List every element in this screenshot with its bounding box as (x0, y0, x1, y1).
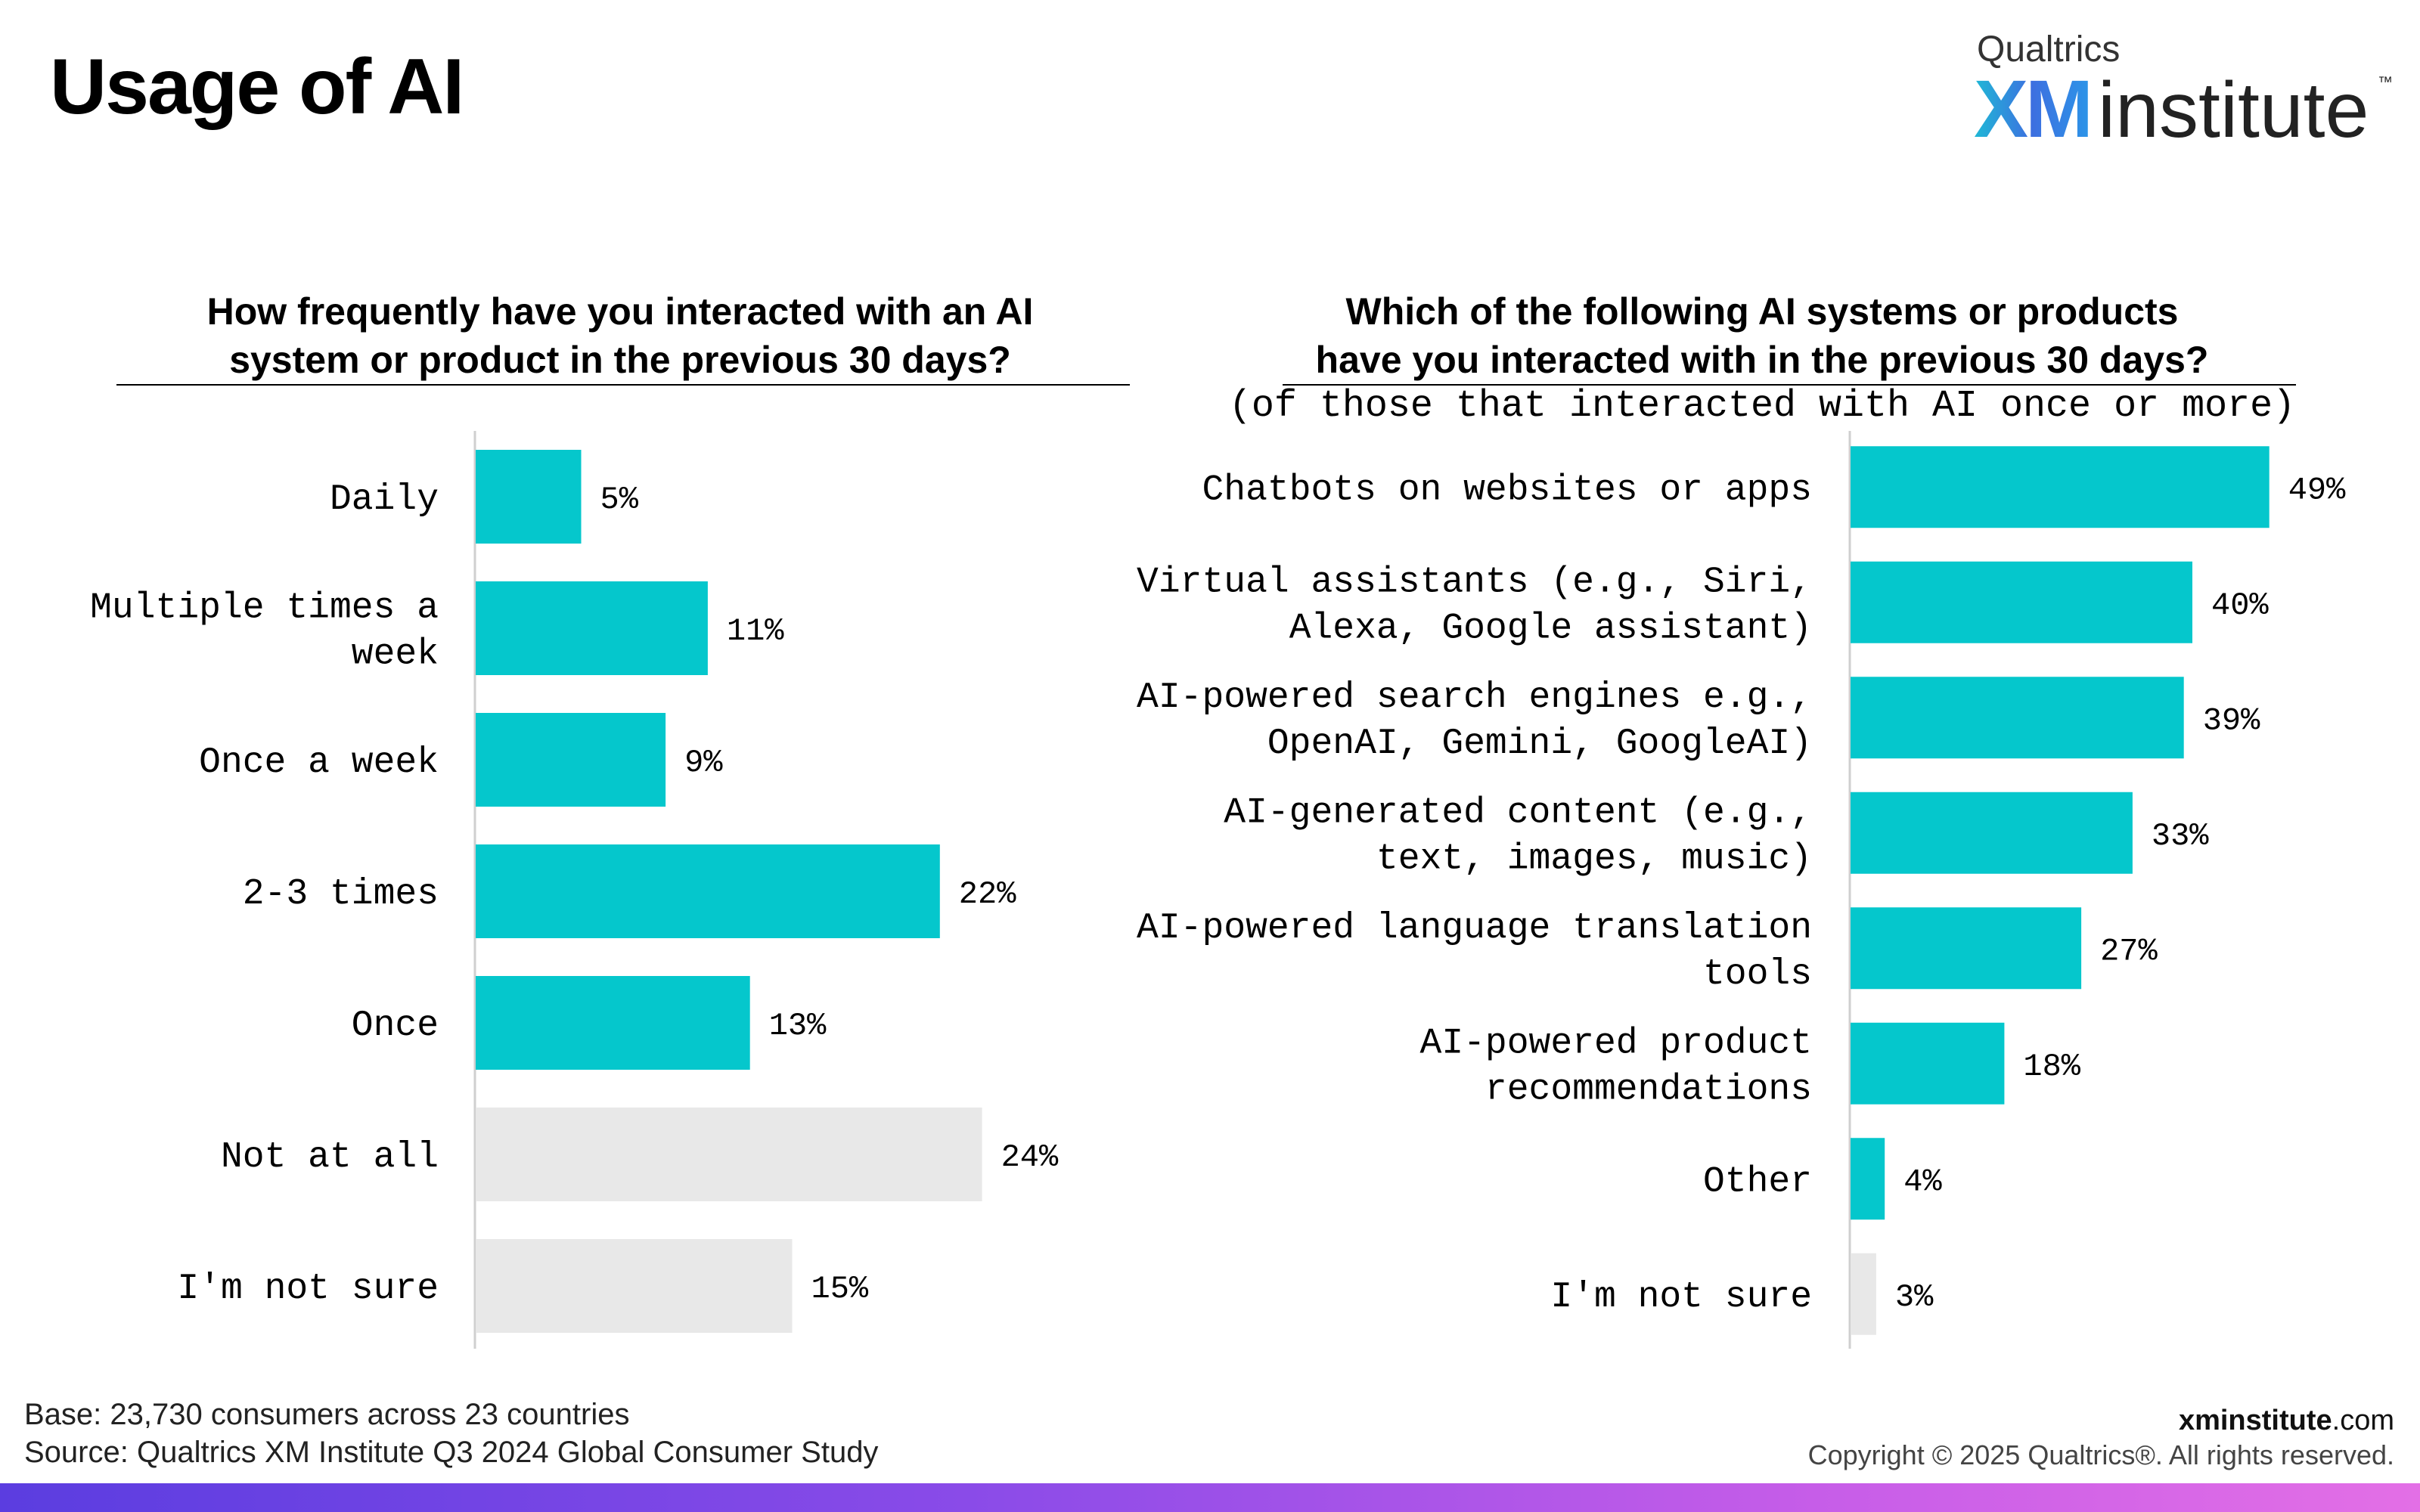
base-source-note: Base: 23,730 consumers across 23 countri… (24, 1396, 878, 1471)
ai-system-category-label-0: Chatbots on websites or apps (1202, 469, 1812, 510)
logo-trademark: ™ (2378, 74, 2393, 91)
base-text: 23,730 consumers across 23 countries (110, 1398, 630, 1431)
ai-system-category-label-4: AI-powered language translation tools (1137, 908, 1812, 995)
ai-system-category-label-2: AI-powered search engines e.g., OpenAI, G… (1137, 677, 1812, 764)
base-line: Base: 23,730 consumers across 23 countri… (24, 1396, 878, 1433)
freq-bar-6 (476, 1239, 793, 1333)
logo-wordmark: XMinstitute (1974, 68, 2369, 150)
xm-institute-logo: Qualtrics XMinstitute ™ (1974, 29, 2397, 150)
freq-bar-3 (476, 844, 940, 938)
ai-system-value-label-2: 39% (2203, 702, 2260, 739)
ai-system-value-label-3: 33% (2152, 818, 2209, 854)
ai-system-value-label-0: 49% (2288, 472, 2346, 508)
source-key: Source: (24, 1436, 129, 1469)
freq-bar-0 (476, 450, 582, 544)
ai-system-category-label-7: I'm not sure (1550, 1277, 1812, 1318)
ai-system-value-label-6: 4% (1903, 1163, 1942, 1200)
freq-value-label-5: 24% (1001, 1139, 1059, 1176)
source-line: Source: Qualtrics XM Institute Q3 2024 G… (24, 1433, 878, 1471)
ai-system-value-label-1: 40% (2211, 587, 2269, 624)
freq-category-label-0: Daily (330, 479, 439, 520)
ai-system-bar-2 (1851, 677, 2184, 759)
freq-category-label-4: Once (352, 1005, 439, 1046)
left-question-line-1: How frequently have you interacted with … (206, 290, 1034, 333)
ai-system-bar-4 (1851, 907, 2082, 990)
copyright-notice: Copyright © 2025 Qualtrics®. All rights … (1807, 1439, 2394, 1470)
logo-institute-text: institute (2098, 67, 2369, 154)
freq-bar-4 (476, 976, 750, 1070)
bar-charts: 5% Daily 11% Multiple times a week 9% Once a w… (90, 431, 2346, 1349)
ai-system-value-label-7: 3% (1895, 1279, 1934, 1315)
freq-value-label-3: 22% (959, 876, 1016, 912)
freq-value-label-6: 15% (811, 1271, 869, 1307)
right-question-line-1: Which of the following AI systems or pro… (1345, 290, 2179, 333)
freq-bar-2 (476, 713, 666, 807)
right-chart-question: Which of the following AI systems or pro… (1286, 287, 2238, 384)
website-link[interactable]: xminstitute.com (2179, 1405, 2394, 1437)
ai-system-bar-7 (1851, 1253, 1876, 1335)
left-question-line-2: system or product in the previous 30 day… (229, 339, 1011, 381)
source-text: Qualtrics XM Institute Q3 2024 Global Co… (136, 1436, 879, 1469)
freq-category-label-3: 2-3 times (243, 874, 439, 915)
freq-category-label-5: Not at all (221, 1137, 439, 1178)
right-question-subtitle: (of those that interacted with AI once o… (1228, 385, 2296, 428)
freq-value-label-1: 11% (727, 613, 784, 649)
ai-system-bar-6 (1851, 1138, 1885, 1220)
right-question-rule (1283, 384, 2296, 386)
ai-system-value-label-4: 27% (2100, 933, 2158, 969)
ai-system-bar-5 (1851, 1022, 2005, 1105)
ai-system-category-label-5: AI-powered product recommendations (1420, 1023, 1812, 1110)
ai-system-bar-3 (1851, 792, 2133, 874)
bottom-gradient-band (0, 1483, 2420, 1512)
page-title: Usage of AI (50, 43, 464, 131)
freq-value-label-4: 13% (769, 1008, 827, 1044)
ai-system-category-label-3: AI-generated content (e.g., text, images,… (1224, 792, 1812, 879)
ai-system-bar-1 (1851, 561, 2192, 643)
website-suffix: .com (2332, 1405, 2394, 1436)
logo-xm-text: XM (1974, 63, 2093, 154)
right-question-line-2: have you interacted with in the previous… (1315, 339, 2209, 381)
freq-value-label-2: 9% (684, 745, 723, 781)
left-question-rule (116, 384, 1130, 386)
website-bold: xminstitute (2178, 1405, 2332, 1436)
ai-system-bar-0 (1851, 446, 2270, 528)
base-key: Base: (24, 1398, 102, 1431)
freq-bar-5 (476, 1108, 982, 1201)
left-chart-question: How frequently have you interacted with … (113, 287, 1127, 384)
freq-category-label-6: I'm not sure (177, 1269, 439, 1309)
freq-bar-1 (476, 581, 708, 675)
freq-category-label-1: Multiple times a week (90, 588, 439, 675)
ai-system-value-label-5: 18% (2023, 1049, 2080, 1085)
freq-value-label-0: 5% (600, 482, 639, 518)
ai-system-category-label-6: Other (1703, 1161, 1812, 1202)
ai-system-category-label-1: Virtual assistants (e.g., Siri, Alexa, Go… (1137, 562, 1812, 649)
logo-qualtrics-text: Qualtrics (1977, 29, 2121, 70)
freq-category-label-2: Once a week (199, 742, 439, 783)
